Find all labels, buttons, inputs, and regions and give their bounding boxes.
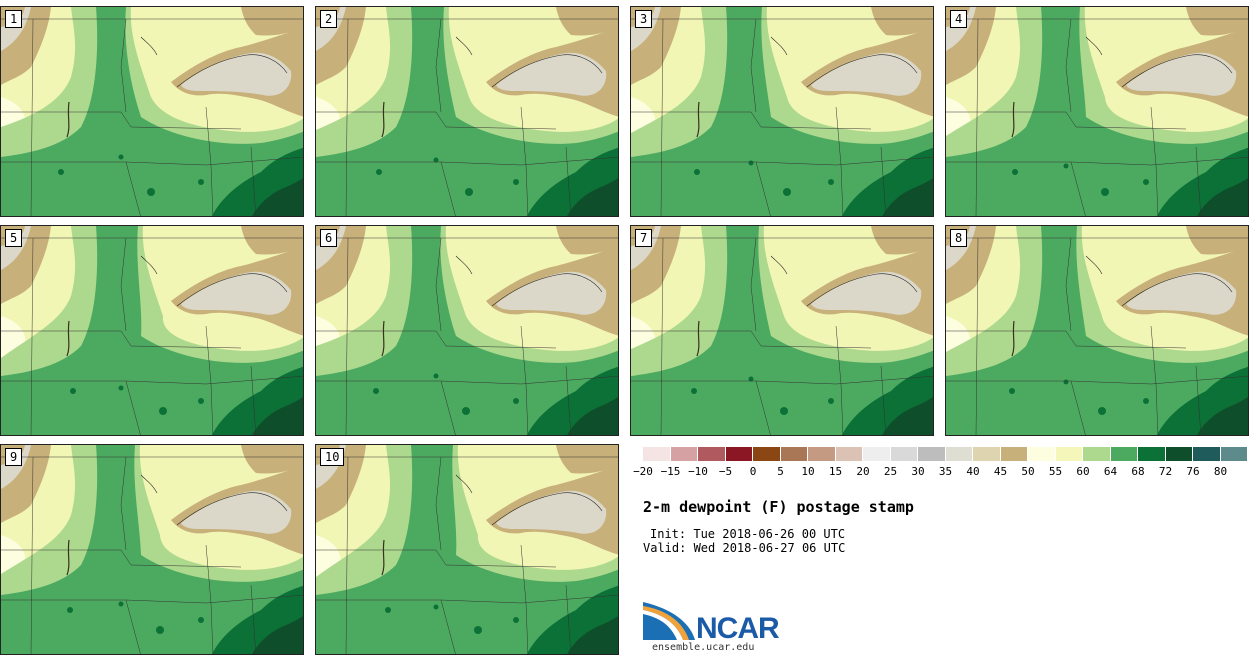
colorbar-tick-label: 40 (966, 465, 980, 478)
valid-time: Valid: Wed 2018-06-27 06 UTC (643, 541, 846, 555)
member-number-label: 4 (950, 10, 968, 28)
colorbar-swatch (1028, 447, 1056, 461)
colorbar-swatch (1138, 447, 1166, 461)
colorbar-swatch (973, 447, 1001, 461)
map-title: 2-m dewpoint (F) postage stamp (643, 498, 914, 516)
member-number-label: 9 (5, 448, 23, 466)
ensemble-member-map: 7 (630, 225, 934, 436)
colorbar-tick-label: 20 (856, 465, 870, 478)
member-number-label: 1 (5, 10, 23, 28)
colorbar-tick-label: −20 (633, 465, 653, 478)
ensemble-member-map: 10 (315, 444, 619, 655)
colorbar-tick-label: 76 (1186, 465, 1200, 478)
colorbar-swatch (945, 447, 973, 461)
colorbar-tick-label: 50 (1021, 465, 1035, 478)
colorbar-tick-label: 60 (1076, 465, 1090, 478)
member-number-label: 6 (320, 229, 338, 247)
dewpoint-colorbar (643, 447, 1248, 461)
website-url: ensemble.ucar.edu (652, 642, 755, 653)
colorbar-swatch (780, 447, 808, 461)
colorbar-ticks: −20 −15 −10 −5 0 5 10 15 20 25 30 35 40 45 50 55 60 64 68 7… (633, 465, 1248, 479)
colorbar-swatch (835, 447, 863, 461)
colorbar-tick-label: 15 (828, 465, 843, 478)
member-number-label: 3 (635, 10, 653, 28)
colorbar-swatch (918, 447, 946, 461)
colorbar-tick-label: 30 (911, 465, 925, 478)
ensemble-member-map: 9 (0, 444, 304, 655)
colorbar-swatch (808, 447, 836, 461)
colorbar-tick-label: −15 (660, 465, 681, 478)
colorbar-tick-label: 45 (993, 465, 1008, 478)
member-number-label: 5 (5, 229, 23, 247)
colorbar-swatch (1165, 447, 1193, 461)
member-number-label: 8 (950, 229, 968, 247)
colorbar-tick-label: −5 (718, 465, 733, 478)
colorbar-tick-label: 0 (749, 465, 757, 478)
ensemble-member-map: 1 (0, 6, 304, 217)
colorbar-swatch (1193, 447, 1221, 461)
ensemble-member-map: 4 (945, 6, 1249, 217)
ncar-logo-text: NCAR (696, 612, 780, 645)
init-time: Init: Tue 2018-06-26 00 UTC (650, 527, 846, 541)
member-number-label: 7 (635, 229, 653, 247)
colorbar-swatch (890, 447, 918, 461)
colorbar-swatch (1110, 447, 1138, 461)
colorbar-swatch (1083, 447, 1111, 461)
member-number-label: 2 (320, 10, 338, 28)
colorbar-tick-label: 72 (1158, 465, 1173, 478)
colorbar-tick-label: 35 (938, 465, 953, 478)
ensemble-member-map: 6 (315, 225, 619, 436)
colorbar-swatch (753, 447, 781, 461)
colorbar-tick-label: 80 (1213, 465, 1228, 478)
colorbar-tick-label: 64 (1103, 465, 1118, 478)
member-number-label: 10 (320, 448, 345, 466)
ensemble-member-map: 8 (945, 225, 1249, 436)
ensemble-member-map: 3 (630, 6, 934, 217)
colorbar-swatch (863, 447, 891, 461)
colorbar-tick-label: 25 (883, 465, 898, 478)
colorbar-swatch (1000, 447, 1028, 461)
ncar-logo-icon (643, 602, 695, 640)
colorbar-tick-label: 55 (1048, 465, 1063, 478)
colorbar-swatch (725, 447, 753, 461)
colorbar-tick-label: 10 (801, 465, 815, 478)
ensemble-member-map: 5 (0, 225, 304, 436)
colorbar-tick-label: 5 (777, 465, 784, 478)
colorbar-tick-label: −10 (688, 465, 708, 478)
ensemble-member-map: 2 (315, 6, 619, 217)
colorbar-swatch (698, 447, 726, 461)
colorbar-swatch (643, 447, 671, 461)
colorbar-swatch (1220, 447, 1248, 461)
colorbar-swatch (1055, 447, 1083, 461)
colorbar-swatch (670, 447, 698, 461)
colorbar-tick-label: 68 (1131, 465, 1145, 478)
